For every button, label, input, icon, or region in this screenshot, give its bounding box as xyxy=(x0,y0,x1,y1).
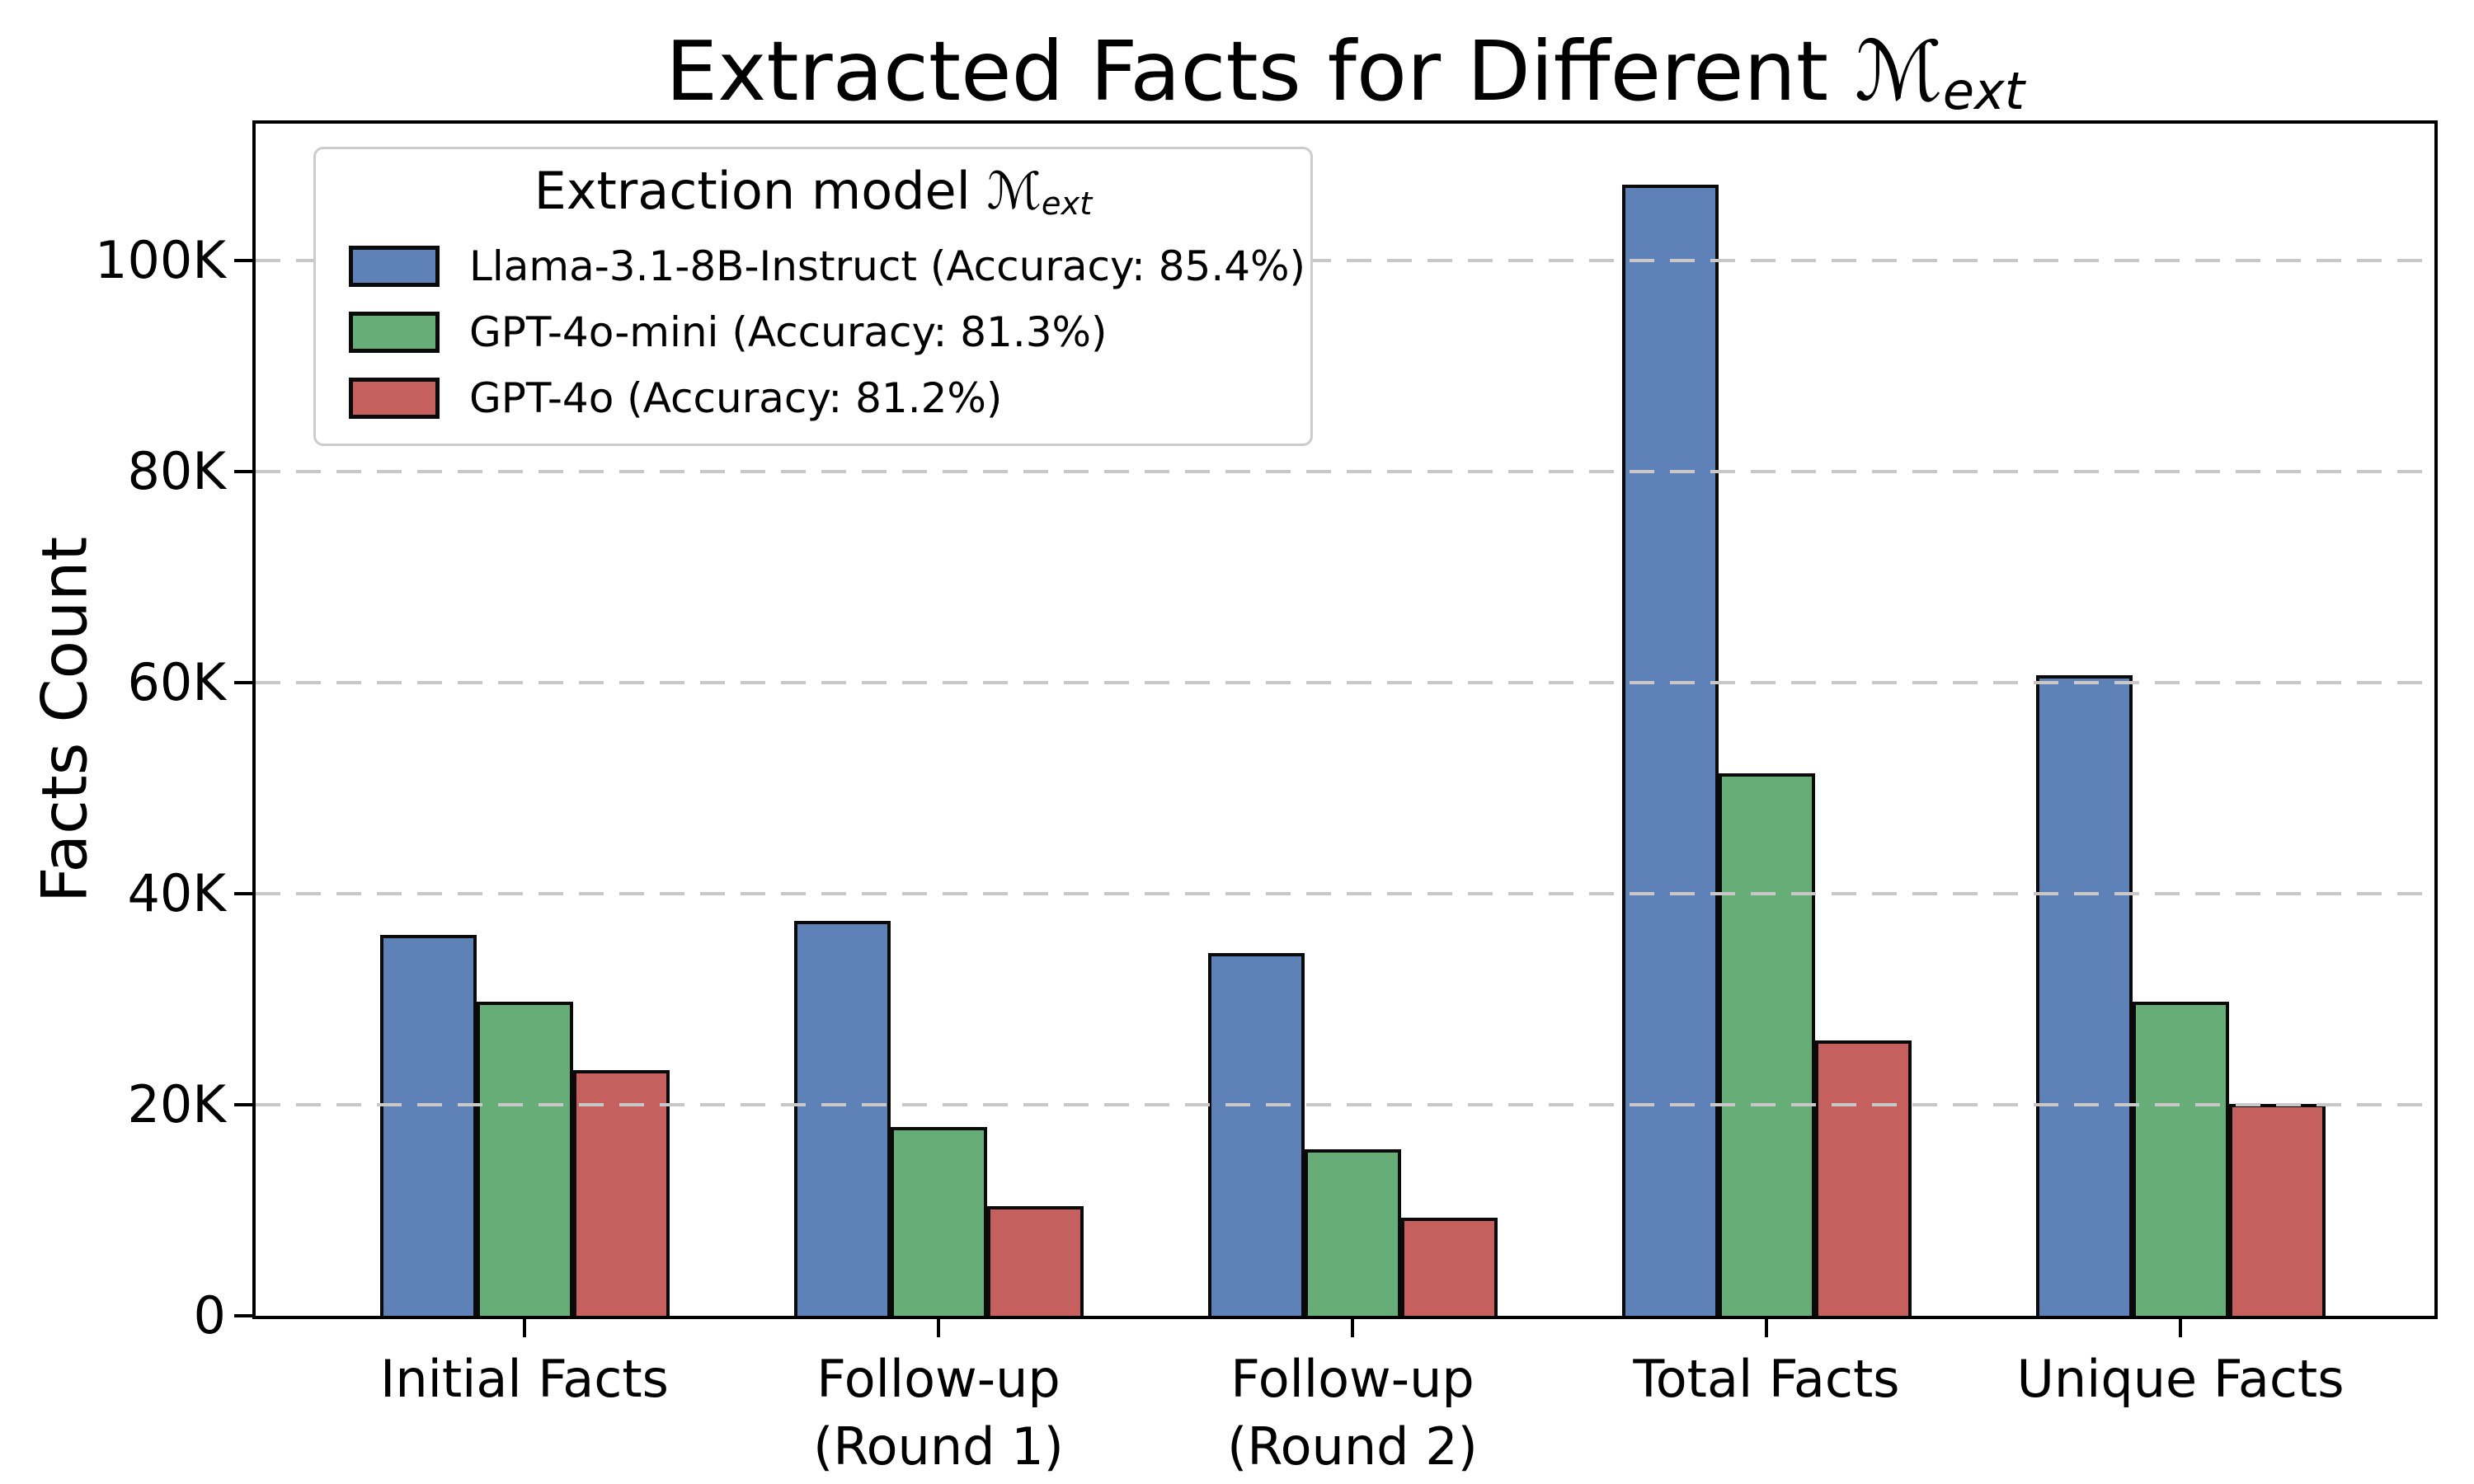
legend-swatch-gpt-4o-mini xyxy=(349,312,440,353)
x-tick-mark-cat4 xyxy=(2179,1319,2182,1337)
y-tick-label-60k: 60K xyxy=(127,652,226,713)
gridline-100k xyxy=(256,259,2434,263)
bar-llama-3-1-8b-instruct-cat3 xyxy=(1621,185,1719,1316)
x-tick-mark-cat2 xyxy=(1351,1319,1354,1337)
legend-box: Extraction model ℳext Llama-3.1-8B-Instr… xyxy=(313,147,1313,446)
legend-row-gpt-4o-mini: GPT-4o-mini (Accuracy: 81.3%) xyxy=(316,308,1310,356)
gridline-20k xyxy=(256,1103,2434,1107)
bar-gpt-4o-cat0 xyxy=(572,1069,670,1316)
x-tick-label-cat0: Initial Facts xyxy=(380,1349,669,1409)
x-tick-mark-cat1 xyxy=(937,1319,940,1337)
legend-label-llama-3-1-8b-instruct: Llama-3.1-8B-Instruct (Accuracy: 85.4%) xyxy=(469,242,1306,290)
gridline-60k xyxy=(256,681,2434,685)
legend-label-gpt-4o-mini: GPT-4o-mini (Accuracy: 81.3%) xyxy=(469,308,1108,356)
legend-row-gpt-4o: GPT-4o (Accuracy: 81.2%) xyxy=(316,374,1310,422)
y-tick-mark-60k xyxy=(234,681,252,685)
bar-gpt-4o-mini-cat2 xyxy=(1304,1148,1401,1316)
chart-title: Extracted Facts for Different ℳext xyxy=(665,23,2025,122)
y-tick-mark-80k xyxy=(234,470,252,474)
chart-title-text: Extracted Facts for Different xyxy=(665,23,1855,120)
legend-label-gpt-4o: GPT-4o (Accuracy: 81.2%) xyxy=(469,374,1003,422)
bar-gpt-4o-cat2 xyxy=(1400,1218,1498,1316)
x-tick-label-cat1: Follow-up (Round 1) xyxy=(813,1349,1064,1477)
script-m-subscript: ext xyxy=(1942,61,2025,122)
legend-swatch-llama-3-1-8b-instruct xyxy=(349,246,440,287)
legend-script-m-symbol: ℳ xyxy=(986,161,1042,221)
y-tick-mark-40k xyxy=(234,892,252,896)
bar-gpt-4o-mini-cat1 xyxy=(890,1126,987,1316)
bar-gpt-4o-mini-cat3 xyxy=(1718,773,1815,1316)
script-m-symbol: ℳ xyxy=(1854,23,1943,120)
bar-gpt-4o-cat1 xyxy=(986,1205,1084,1316)
y-tick-label-100k: 100K xyxy=(95,230,226,291)
y-tick-label-0: 0 xyxy=(193,1285,226,1345)
gridline-80k xyxy=(256,470,2434,474)
y-axis-label: Facts Count xyxy=(27,536,101,904)
legend-rows: Llama-3.1-8B-Instruct (Accuracy: 85.4%) G… xyxy=(316,242,1310,422)
y-tick-mark-0 xyxy=(234,1314,252,1317)
legend-script-m-subscript: ext xyxy=(1041,185,1093,223)
y-tick-label-20k: 20K xyxy=(127,1074,226,1135)
bar-gpt-4o-cat4 xyxy=(2228,1103,2326,1316)
y-tick-mark-20k xyxy=(234,1103,252,1107)
bar-gpt-4o-mini-cat4 xyxy=(2132,1001,2229,1316)
x-tick-mark-cat0 xyxy=(523,1319,526,1337)
x-tick-mark-cat3 xyxy=(1765,1319,1768,1337)
legend-title-text: Extraction model xyxy=(534,161,987,221)
x-tick-label-cat3: Total Facts xyxy=(1633,1349,1900,1409)
legend-title: Extraction model ℳext xyxy=(316,161,1310,223)
bar-gpt-4o-cat3 xyxy=(1814,1040,1912,1316)
y-tick-label-40k: 40K xyxy=(127,863,226,924)
bar-llama-3-1-8b-instruct-cat2 xyxy=(1207,952,1305,1316)
bar-llama-3-1-8b-instruct-cat4 xyxy=(2035,675,2133,1316)
bar-gpt-4o-mini-cat0 xyxy=(476,1001,573,1316)
bar-llama-3-1-8b-instruct-cat0 xyxy=(379,935,477,1316)
x-tick-label-cat2: Follow-up (Round 2) xyxy=(1227,1349,1478,1477)
legend-swatch-gpt-4o xyxy=(349,378,440,419)
y-tick-label-80k: 80K xyxy=(127,441,226,502)
gridline-40k xyxy=(256,892,2434,896)
x-tick-label-cat4: Unique Facts xyxy=(2016,1349,2345,1409)
plot-area xyxy=(252,120,2438,1319)
y-tick-mark-100k xyxy=(234,259,252,263)
bar-llama-3-1-8b-instruct-cat1 xyxy=(793,921,891,1316)
legend-row-llama-3-1-8b-instruct: Llama-3.1-8B-Instruct (Accuracy: 85.4%) xyxy=(316,242,1310,290)
